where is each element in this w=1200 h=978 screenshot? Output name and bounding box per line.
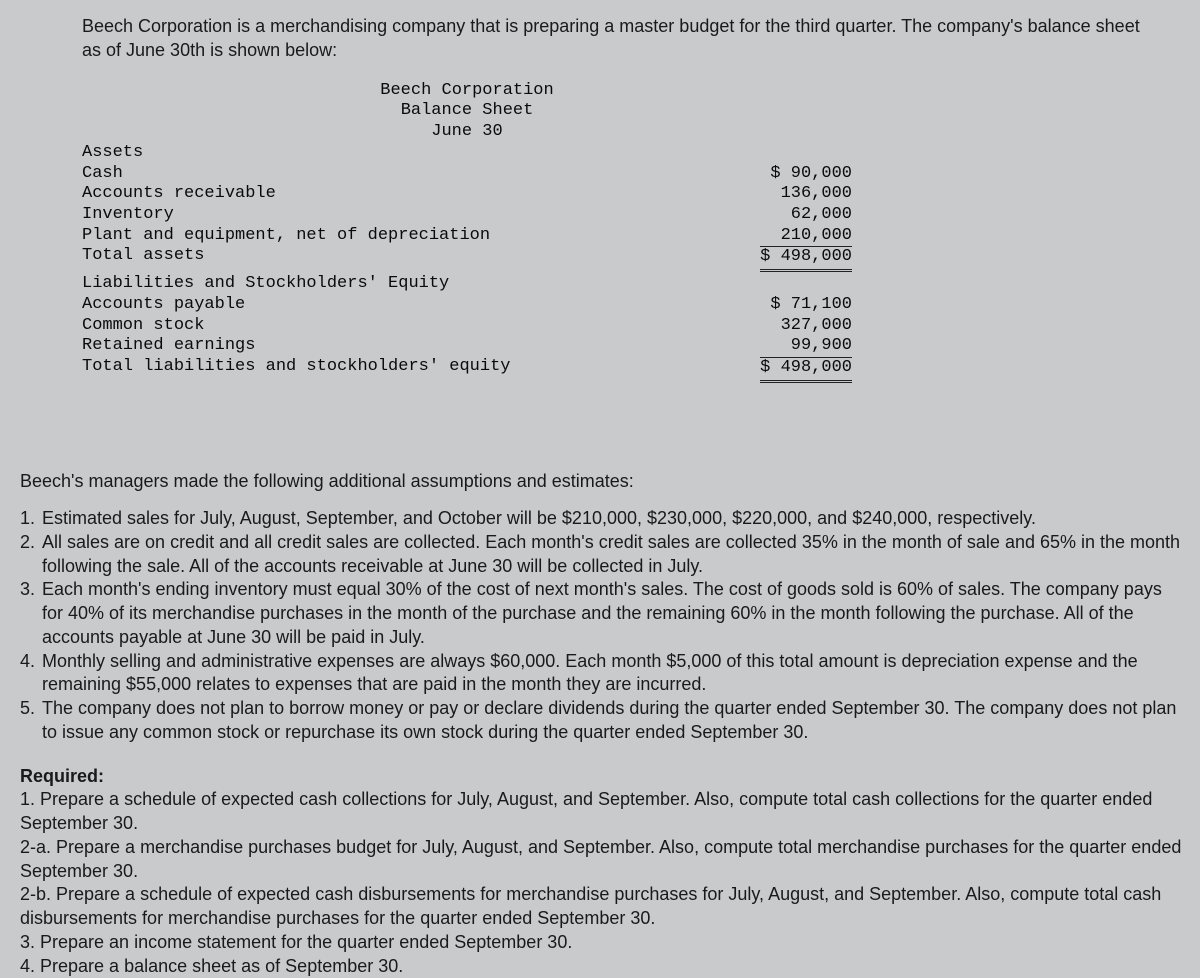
liab-value: 327,000: [732, 316, 852, 337]
required-title: Required:: [20, 765, 1182, 789]
required-item: 3. Prepare an income statement for the q…: [20, 931, 1182, 955]
list-text: Monthly selling and administrative expen…: [42, 650, 1182, 698]
intro-paragraph: Beech Corporation is a merchandising com…: [82, 14, 1162, 63]
list-item: 1.Estimated sales for July, August, Sept…: [20, 507, 1182, 531]
list-number: 5.: [20, 697, 42, 745]
required-item: 2-b. Prepare a schedule of expected cash…: [20, 883, 1182, 931]
liab-row: Common stock 327,000: [82, 316, 852, 337]
list-number: 3.: [20, 578, 42, 649]
bs-header-2: Balance Sheet: [82, 101, 852, 122]
required-item: 2-a. Prepare a merchandise purchases bud…: [20, 836, 1182, 884]
list-text: Each month's ending inventory must equal…: [42, 578, 1182, 649]
total-assets-row: Total assets $ 498,000: [82, 246, 852, 268]
total-liab-value: $ 498,000: [732, 357, 852, 379]
assets-header-blank: [732, 143, 852, 164]
asset-row: Plant and equipment, net of depreciation…: [82, 226, 852, 247]
list-number: 1.: [20, 507, 42, 531]
asset-value: 210,000: [732, 226, 852, 247]
asset-label: Accounts receivable: [82, 184, 276, 205]
liab-label: Accounts payable: [82, 295, 245, 316]
list-item: 2.All sales are on credit and all credit…: [20, 531, 1182, 579]
asset-row: Inventory 62,000: [82, 205, 852, 226]
total-liab-row: Total liabilities and stockholders' equi…: [82, 357, 852, 379]
bs-header-1: Beech Corporation: [82, 81, 852, 102]
list-number: 2.: [20, 531, 42, 579]
balance-sheet-table: Beech Corporation Balance Sheet June 30 …: [82, 81, 852, 379]
bs-header-3: June 30: [82, 122, 852, 143]
list-item: 3.Each month's ending inventory must equ…: [20, 578, 1182, 649]
list-number: 4.: [20, 650, 42, 698]
asset-value: 136,000: [732, 184, 852, 205]
assets-header: Assets: [82, 143, 143, 164]
asset-label: Cash: [82, 164, 123, 185]
required-block: Required: 1. Prepare a schedule of expec…: [20, 765, 1182, 978]
liab-header-row: Liabilities and Stockholders' Equity: [82, 274, 852, 295]
required-item: 4. Prepare a balance sheet as of Septemb…: [20, 955, 1182, 978]
total-assets-label: Total assets: [82, 246, 204, 268]
asset-row: Accounts receivable 136,000: [82, 184, 852, 205]
assets-header-row: Assets: [82, 143, 852, 164]
total-assets-value: $ 498,000: [732, 246, 852, 268]
list-text: Estimated sales for July, August, Septem…: [42, 507, 1182, 531]
assumptions-list: 1.Estimated sales for July, August, Sept…: [20, 507, 1182, 745]
list-text: The company does not plan to borrow mone…: [42, 697, 1182, 745]
asset-label: Inventory: [82, 205, 174, 226]
required-item: 1. Prepare a schedule of expected cash c…: [20, 788, 1182, 836]
liab-value: 99,900: [732, 336, 852, 357]
list-item: 5.The company does not plan to borrow mo…: [20, 697, 1182, 745]
liab-row: Accounts payable $ 71,100: [82, 295, 852, 316]
document-page: Beech Corporation is a merchandising com…: [0, 0, 1200, 978]
liab-header: Liabilities and Stockholders' Equity: [82, 274, 449, 295]
list-item: 4.Monthly selling and administrative exp…: [20, 650, 1182, 698]
asset-label: Plant and equipment, net of depreciation: [82, 226, 490, 247]
assumptions-intro: Beech's managers made the following addi…: [20, 469, 1182, 493]
total-liab-label: Total liabilities and stockholders' equi…: [82, 357, 510, 379]
liab-label: Retained earnings: [82, 336, 255, 357]
liab-header-blank: [732, 274, 852, 295]
asset-row: Cash $ 90,000: [82, 164, 852, 185]
liab-row: Retained earnings 99,900: [82, 336, 852, 357]
asset-value: $ 90,000: [732, 164, 852, 185]
liab-label: Common stock: [82, 316, 204, 337]
liab-value: $ 71,100: [732, 295, 852, 316]
asset-value: 62,000: [732, 205, 852, 226]
list-text: All sales are on credit and all credit s…: [42, 531, 1182, 579]
